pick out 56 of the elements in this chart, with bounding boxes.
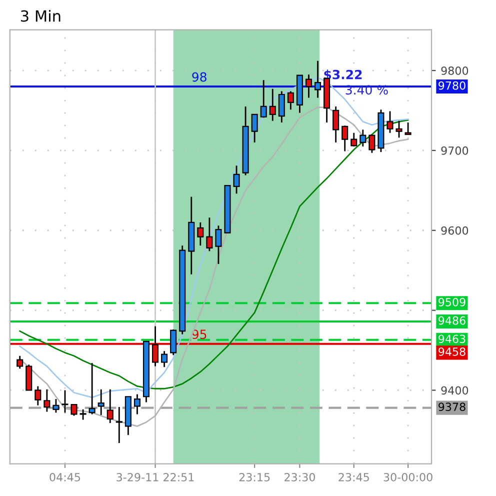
y-tick-label: 9700 bbox=[441, 146, 468, 155]
candlestick bbox=[251, 114, 258, 144]
candlestick bbox=[197, 222, 204, 246]
x-tick-label: 30-00:00 bbox=[384, 472, 432, 482]
candlestick bbox=[260, 79, 267, 118]
candlestick bbox=[44, 388, 50, 413]
candlestick bbox=[152, 326, 159, 367]
candlestick bbox=[26, 364, 32, 391]
line-series bbox=[19, 119, 409, 390]
candlestick bbox=[287, 90, 294, 110]
candlestick bbox=[70, 404, 78, 416]
candlestick bbox=[305, 74, 312, 98]
chart-title: 3 Min bbox=[21, 10, 60, 22]
ref-line-label: 9509 bbox=[438, 298, 466, 306]
candlestick bbox=[233, 164, 240, 194]
x-tick-label: 04:45 bbox=[50, 472, 80, 482]
candlestick bbox=[386, 110, 394, 134]
candlestick bbox=[88, 362, 96, 415]
ref-line-label: 9463 bbox=[438, 334, 466, 344]
candlestick bbox=[62, 390, 68, 414]
candlestick bbox=[134, 394, 140, 415]
candlestick bbox=[16, 355, 24, 370]
candlestick bbox=[332, 106, 340, 144]
annotation: 98 bbox=[192, 72, 206, 82]
y-tick-label: 9600 bbox=[441, 226, 468, 235]
candlestick bbox=[170, 328, 177, 356]
ref-line-label: 9378 bbox=[438, 402, 466, 412]
annotation: $3.22 bbox=[324, 70, 362, 81]
ref-line-label: 9486 bbox=[438, 316, 466, 325]
ref-line-label: 9458 bbox=[438, 347, 466, 356]
candlestick bbox=[161, 350, 168, 368]
x-tick-label: 3-29-11 22:51 bbox=[116, 472, 194, 482]
x-tick-label: 23:45 bbox=[338, 472, 369, 482]
annotation: 3.40 % bbox=[346, 85, 388, 95]
candlestick bbox=[98, 388, 104, 416]
candlestick bbox=[314, 60, 322, 98]
candlestick bbox=[206, 216, 213, 252]
candlestick bbox=[215, 224, 222, 265]
candlestick bbox=[80, 408, 86, 420]
candlestick bbox=[269, 88, 276, 122]
candlestick bbox=[350, 132, 358, 148]
candlestick bbox=[34, 386, 42, 406]
candlestick bbox=[368, 134, 376, 154]
candlestick bbox=[360, 128, 366, 148]
candlestick bbox=[404, 122, 412, 136]
ref-line-label: 9780 bbox=[438, 81, 466, 90]
y-tick-label: 9800 bbox=[441, 66, 468, 75]
candlestick bbox=[52, 398, 60, 414]
candlestick bbox=[278, 90, 285, 124]
candlestick bbox=[106, 388, 114, 424]
x-tick-label: 23:15 bbox=[239, 472, 270, 482]
x-tick-label: 23:30 bbox=[284, 472, 315, 482]
candlestick bbox=[396, 120, 402, 138]
candlestick bbox=[342, 124, 348, 152]
y-tick-label: 9400 bbox=[441, 386, 468, 395]
candlestick bbox=[116, 406, 122, 444]
